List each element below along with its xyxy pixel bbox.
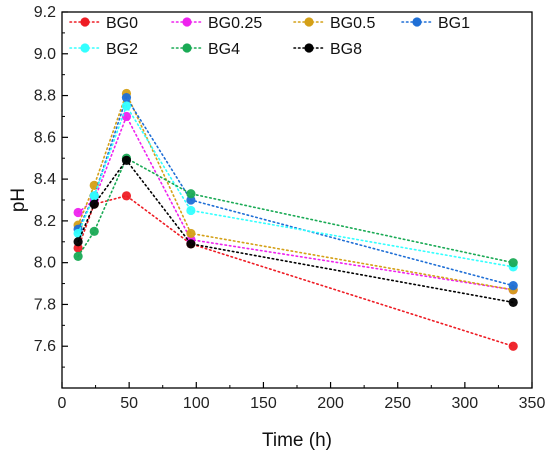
data-point	[89, 191, 99, 201]
x-axis-title: Time (h)	[262, 430, 332, 451]
data-point	[186, 189, 196, 199]
data-point	[121, 101, 132, 111]
data-point	[73, 237, 83, 247]
x-tick-label: 250	[384, 395, 411, 412]
y-tick-label: 8.6	[34, 129, 56, 146]
series-line-bg0-25	[77, 114, 515, 291]
series-line-bg1	[77, 95, 515, 287]
legend-label: BG2	[106, 41, 138, 58]
y-tick-label: 8.8	[34, 88, 56, 105]
data-point	[508, 341, 518, 351]
legend-marker	[412, 17, 422, 27]
legend-label: BG8	[330, 41, 362, 58]
legend-label: BG0.5	[330, 15, 375, 32]
x-tick-label: 300	[452, 395, 479, 412]
data-point	[89, 226, 99, 236]
data-point	[73, 251, 83, 261]
y-tick-label: 9.0	[34, 46, 56, 63]
y-tick-label: 8.4	[34, 171, 56, 188]
series-line-bg0	[77, 194, 515, 348]
series-line-bg4	[77, 157, 515, 264]
x-tick-label: 50	[120, 395, 138, 412]
data-point	[121, 155, 132, 165]
legend-label: BG0	[106, 15, 138, 32]
data-point	[508, 281, 518, 291]
data-point	[121, 191, 132, 201]
data-point	[186, 239, 196, 249]
data-point	[73, 207, 83, 218]
data-point	[508, 258, 518, 268]
x-tick-label: 150	[250, 395, 277, 412]
data-point	[508, 297, 518, 307]
series-line-bg8	[77, 158, 515, 304]
x-tick-label: 100	[183, 395, 210, 412]
data-point	[89, 199, 99, 209]
y-tick-label: 8.0	[34, 255, 56, 272]
axes: 0 50 100 150 200 250 300 350 7.6 7.8 8.0 8.2 8.4 8.6 8…	[8, 4, 545, 451]
plot-area	[73, 88, 518, 351]
data-point	[186, 228, 196, 239]
x-tick-label: 0	[58, 395, 67, 412]
legend-marker	[304, 43, 314, 53]
y-tick-label: 9.2	[34, 4, 56, 21]
legend-label: BG4	[208, 41, 240, 58]
legend-label: BG1	[438, 15, 470, 32]
x-tick-label: 200	[317, 395, 344, 412]
legend-marker	[182, 43, 192, 53]
y-tick-label: 8.2	[34, 213, 56, 230]
data-point	[186, 205, 196, 216]
legend-label: BG0.25	[208, 15, 262, 32]
y-tick-label: 7.8	[34, 296, 56, 313]
x-tick-label: 350	[519, 395, 546, 412]
legend-marker	[80, 17, 90, 27]
y-tick-label: 7.6	[34, 338, 56, 355]
y-axis-title: pH	[8, 188, 29, 212]
legend: BG0 BG0.25 BG0.5 BG1 BG2 BG4 BG8	[69, 15, 470, 58]
series-line-bg0-5	[77, 91, 515, 291]
data-point	[89, 180, 99, 190]
data-point	[121, 93, 132, 103]
legend-marker	[182, 17, 192, 27]
legend-marker	[304, 17, 314, 27]
legend-marker	[80, 43, 90, 53]
